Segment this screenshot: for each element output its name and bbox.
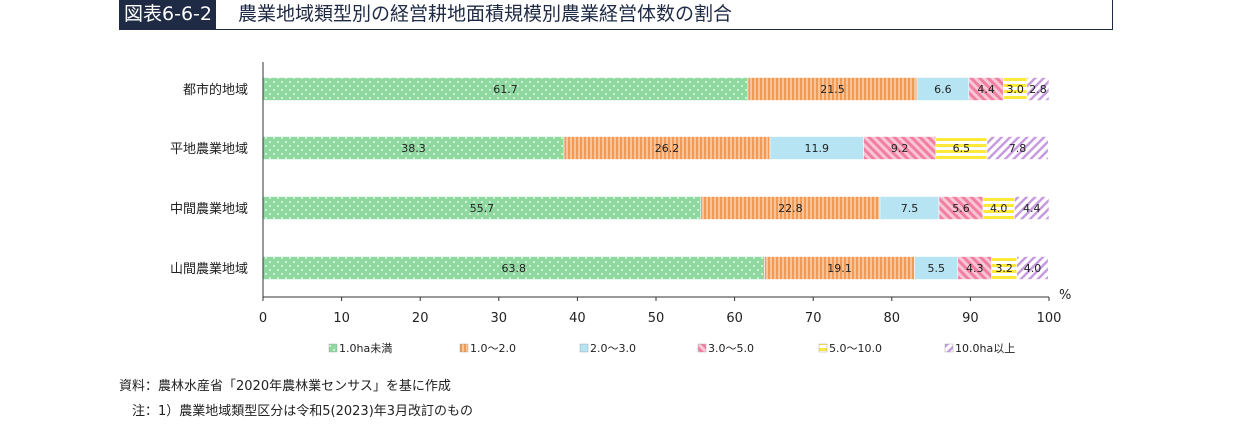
data-label: 26.2 [655,142,680,155]
data-label: 4.4 [1023,202,1041,215]
x-tick-label: 90 [962,311,979,326]
data-label: 5.6 [952,202,970,215]
legend-swatch [328,343,338,353]
legend-label: 3.0～5.0 [708,342,754,355]
legend-swatch [697,343,707,353]
data-label: 9.2 [891,142,909,155]
data-label: 4.0 [990,202,1008,215]
x-tick-label: 10 [333,311,350,326]
data-label: 2.8 [1029,83,1047,96]
legend-swatch [944,343,954,353]
data-label: 4.0 [1024,262,1042,275]
x-tick-label: 100 [1037,311,1062,326]
data-label: 3.2 [995,262,1013,275]
data-label: 3.0 [1006,83,1024,96]
category-label: 平地農業地域 [170,141,248,157]
legend-label: 1.0ha未満 [339,342,392,355]
data-label: 19.1 [827,262,852,275]
figure-number: 図表6-6-2 [120,0,216,29]
data-label: 38.3 [401,142,426,155]
legend-label: 10.0ha以上 [955,342,1015,355]
category-label: 都市的地域 [183,82,248,98]
bar-segment [1014,196,1050,220]
bar-segment [1016,256,1049,280]
x-axis-unit: % [1059,288,1071,303]
category-label: 中間農業地域 [170,201,248,217]
data-label: 6.6 [934,83,952,96]
data-label: 5.5 [927,262,945,275]
footnote: 注：1）農業地域類型区分は令和5(2023)年3月改訂のもの [119,404,474,419]
x-tick-label: 70 [805,311,822,326]
legend-swatch [459,343,469,353]
category-label: 山間農業地域 [170,261,248,277]
data-label: 7.5 [901,202,919,215]
x-tick-label: 30 [491,311,508,326]
legend-label: 2.0～3.0 [590,342,636,355]
x-tick-label: 0 [259,311,267,326]
x-tick-label: 80 [884,311,901,326]
data-label: 4.3 [966,262,984,275]
x-tick-label: 40 [569,311,586,326]
legend-label: 5.0～10.0 [829,342,882,355]
legend-label: 1.0～2.0 [470,342,516,355]
source-note: 資料：農林水産省「2020年農林業センサス」を基に作成 [119,379,451,394]
data-label: 61.7 [493,83,518,96]
data-label: 7.8 [1009,142,1027,155]
x-tick-label: 50 [648,311,665,326]
data-label: 4.4 [977,83,995,96]
title-box: 図表6-6-2 農業地域類型別の経営耕地面積規模別農業経営体数の割合 [119,0,1113,30]
data-label: 55.7 [470,202,495,215]
data-label: 21.5 [820,83,845,96]
bar-segment [1026,77,1050,101]
bar-segment [986,136,1049,160]
x-tick-label: 60 [726,311,743,326]
x-tick-label: 20 [412,311,429,326]
legend-swatch [579,343,589,353]
legend-swatch [818,343,828,353]
chart-title: 農業地域類型別の経営耕地面積規模別農業経営体数の割合 [238,3,733,25]
data-label: 63.8 [501,262,526,275]
data-label: 6.5 [953,142,971,155]
data-label: 11.9 [804,142,829,155]
data-label: 22.8 [778,202,803,215]
